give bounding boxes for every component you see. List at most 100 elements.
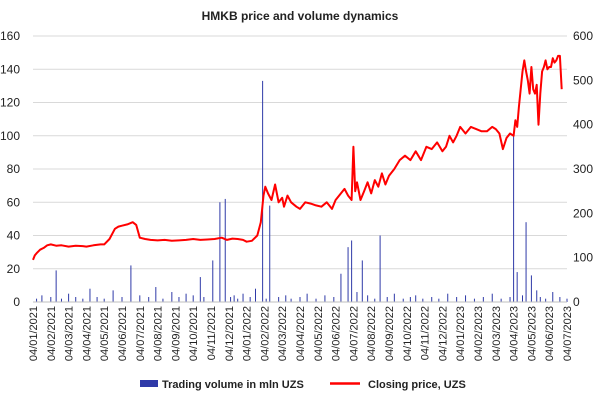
- volume-bar: [36, 298, 38, 302]
- volume-bar: [333, 297, 335, 302]
- volume-bar: [212, 260, 214, 302]
- volume-bar: [249, 297, 251, 302]
- right-axis-tick-label: 0: [573, 295, 580, 309]
- left-axis: 0 20 40 60 80 100 120 140 160: [0, 29, 20, 309]
- right-axis-tick-label: 300: [573, 162, 593, 176]
- volume-bar: [112, 290, 114, 302]
- volume-bar: [290, 298, 292, 302]
- volume-bar: [82, 298, 84, 302]
- volume-bar: [465, 295, 467, 302]
- right-axis-tick-label: 100: [573, 251, 593, 265]
- x-tick-label: 04/10/2022: [402, 306, 414, 361]
- x-tick-label: 04/01/2022: [242, 306, 254, 361]
- volume-bar: [409, 297, 411, 302]
- x-axis: 04/01/2021 04/02/2021 04/03/2021 04/04/2021…: [28, 301, 574, 361]
- price-line: [32, 54, 563, 261]
- volume-bar: [438, 298, 440, 302]
- volume-bar: [75, 297, 77, 302]
- right-axis: 0 100 200 300 400 500 600: [573, 29, 593, 309]
- x-tick-label: 04/07/2021: [135, 306, 147, 361]
- volume-bar: [522, 295, 523, 302]
- volume-bar: [269, 205, 271, 302]
- x-tick-label: 04/03/2023: [491, 306, 503, 361]
- volume-bar: [525, 222, 527, 302]
- volume-bar: [545, 298, 547, 302]
- volume-bar: [171, 292, 173, 302]
- volume-bars: [36, 80, 568, 302]
- volume-bar: [306, 293, 308, 302]
- volume-bar: [509, 297, 511, 302]
- x-tick-label: 04/12/2021: [224, 306, 236, 361]
- chart-title: HMKB price and volume dynamics: [202, 9, 399, 23]
- volume-bar: [374, 298, 376, 302]
- gridlines: [33, 35, 567, 303]
- volume-bar: [340, 273, 342, 302]
- volume-bar: [552, 292, 554, 302]
- x-tick-label: 04/05/2022: [313, 306, 325, 361]
- x-tick-label: 04/04/2021: [81, 306, 93, 361]
- volume-bar: [324, 295, 326, 302]
- volume-bar: [96, 297, 98, 302]
- x-tick-label: 04/02/2021: [46, 306, 58, 361]
- x-tick-label: 04/04/2022: [295, 306, 307, 361]
- volume-bar: [199, 277, 201, 302]
- volume-bar: [402, 298, 404, 302]
- left-axis-tick-label: 80: [7, 162, 21, 176]
- x-tick-label: 04/08/2022: [366, 306, 378, 361]
- volume-bar: [513, 135, 515, 302]
- volume-bar: [315, 298, 317, 302]
- x-tick-label: 04/02/2022: [259, 306, 271, 361]
- volume-bar: [185, 293, 187, 302]
- volume-bar: [491, 293, 493, 302]
- volume-bar: [50, 297, 52, 302]
- volume-bar: [456, 297, 458, 302]
- x-tick-label: 04/09/2021: [170, 306, 182, 361]
- x-tick-label: 04/03/2022: [277, 306, 289, 361]
- price-line-group: [32, 54, 563, 261]
- volume-bar: [422, 298, 424, 302]
- volume-bar: [447, 293, 449, 302]
- x-tick-label: 04/01/2023: [455, 306, 467, 361]
- volume-bar: [347, 247, 349, 302]
- x-tick-label: 04/12/2022: [437, 306, 449, 361]
- volume-bar: [121, 297, 123, 302]
- volume-bar: [155, 287, 157, 302]
- volume-bar: [224, 198, 226, 302]
- volume-bar: [162, 298, 164, 302]
- volume-bar: [192, 295, 194, 302]
- volume-bar: [351, 240, 353, 302]
- x-tick-label: 04/06/2021: [117, 306, 129, 361]
- volume-bar: [55, 270, 57, 302]
- x-tick-label: 04/10/2021: [188, 306, 200, 361]
- x-tick-label: 04/05/2023: [526, 306, 538, 361]
- volume-bar: [516, 272, 518, 302]
- volume-bar: [89, 288, 91, 302]
- volume-bar: [60, 298, 62, 302]
- legend-volume-label: Trading volume in mln UZS: [162, 379, 304, 391]
- volume-bar: [386, 297, 388, 302]
- volume-bar: [178, 297, 180, 302]
- x-tick-label: 04/05/2021: [99, 306, 111, 361]
- x-tick-label: 04/06/2023: [544, 306, 556, 361]
- volume-bar: [559, 297, 561, 302]
- volume-bar: [431, 297, 433, 302]
- x-tick-label: 04/11/2021: [206, 306, 218, 360]
- left-axis-tick-label: 0: [13, 295, 20, 309]
- x-tick-label: 04/11/2022: [420, 306, 432, 360]
- volume-bar: [237, 298, 239, 302]
- right-axis-tick-label: 600: [573, 29, 593, 43]
- x-tick-label: 04/09/2022: [384, 306, 396, 361]
- volume-bar: [393, 293, 395, 302]
- x-tick-label: 04/04/2023: [509, 306, 521, 361]
- right-axis-tick-label: 200: [573, 206, 593, 220]
- volume-bar: [536, 290, 538, 302]
- volume-bar: [482, 297, 484, 302]
- volume-bar: [361, 260, 363, 302]
- right-axis-tick-label: 400: [573, 118, 593, 132]
- right-axis-tick-label: 500: [573, 73, 593, 87]
- volume-bar: [285, 295, 287, 302]
- volume-bar: [262, 80, 264, 302]
- volume-bar: [203, 297, 205, 302]
- volume-bar: [473, 298, 475, 302]
